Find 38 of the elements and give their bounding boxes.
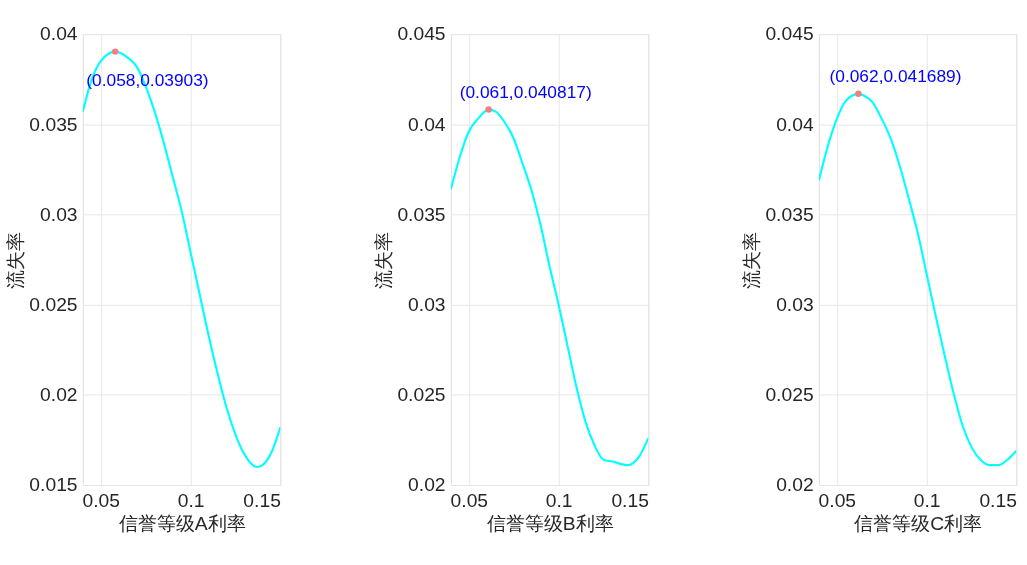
y-tick-label: 0.035 — [397, 203, 446, 225]
y-tick-label: 0.04 — [40, 23, 78, 45]
x-tick-label: 0.15 — [611, 489, 649, 511]
y-tick-label: 0.035 — [29, 113, 78, 135]
y-tick-label: 0.045 — [397, 23, 446, 45]
y-axis-title: 流失率 — [4, 231, 26, 289]
line-series — [82, 50, 281, 469]
y-tick-label: 0.035 — [765, 203, 814, 225]
y-tick-label: 0.02 — [40, 384, 78, 406]
y-tick-label: 0.025 — [397, 384, 446, 406]
x-tick-label: 0.1 — [545, 489, 573, 511]
x-axis-title: 信誉等级A利率 — [118, 512, 246, 534]
y-tick-label: 0.03 — [776, 293, 814, 315]
y-tick-label: 0.04 — [408, 113, 446, 135]
y-tick-label: 0.04 — [776, 113, 814, 135]
x-tick-label: 0.05 — [818, 489, 857, 511]
x-axis-title: 信誉等级B利率 — [486, 512, 614, 534]
x-tick-label: 0.15 — [243, 489, 281, 511]
y-axis-title: 流失率 — [740, 231, 762, 289]
y-axis-title: 流失率 — [372, 231, 394, 289]
x-tick-label: 0.1 — [177, 489, 205, 511]
line-series — [450, 108, 649, 467]
y-tick-label: 0.015 — [29, 474, 78, 496]
y-tick-label: 0.03 — [40, 203, 78, 225]
y-tick-label: 0.025 — [765, 384, 814, 406]
x-tick-label: 0.05 — [82, 489, 121, 511]
x-tick-label: 0.15 — [979, 489, 1017, 511]
x-tick-label: 0.05 — [450, 489, 489, 511]
y-tick-label: 0.02 — [776, 474, 814, 496]
annotation: (0.061,0.040817) — [459, 82, 592, 103]
x-axis-title: 信誉等级C利率 — [854, 512, 983, 534]
line-series — [818, 92, 1017, 467]
x-tick-label: 0.1 — [913, 489, 941, 511]
y-tick-label: 0.025 — [29, 293, 78, 315]
annotation: (0.062,0.041689) — [829, 66, 962, 87]
y-tick-label: 0.03 — [408, 293, 446, 315]
y-tick-label: 0.045 — [765, 23, 814, 45]
y-tick-label: 0.02 — [408, 474, 446, 496]
